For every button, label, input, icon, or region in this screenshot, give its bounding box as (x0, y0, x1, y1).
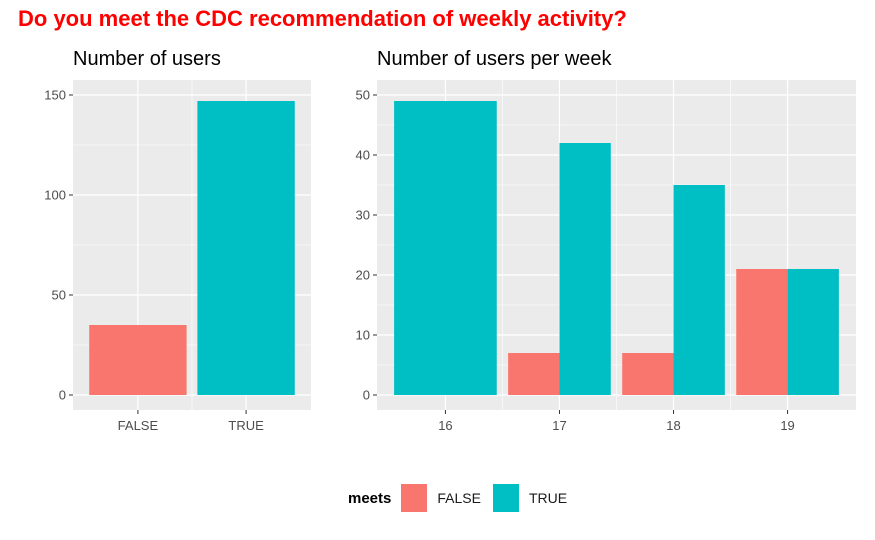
right-chart-y-tick-label: 20 (356, 268, 370, 283)
legend-item-true: TRUE (492, 484, 568, 512)
legend-key-true (492, 484, 519, 512)
left-chart-x-tick-label: TRUE (228, 418, 264, 433)
page-title: Do you meet the CDC recommendation of we… (18, 6, 627, 31)
right-chart-title: Number of users per week (377, 48, 612, 70)
legend-label-true: TRUE (528, 490, 568, 506)
left-chart-bar-false (89, 325, 187, 395)
legend-label-false: FALSE (437, 490, 481, 506)
left-chart-x-tick-label: FALSE (118, 418, 159, 433)
right-chart-bar-week19-false (736, 269, 788, 395)
right-chart-x-tick-label: 19 (780, 418, 794, 433)
right-chart-y-tick-label: 0 (363, 388, 370, 403)
right-chart-y-tick-label: 50 (356, 88, 370, 103)
left-chart-bar-true (197, 101, 295, 395)
legend-item-false: FALSE (401, 484, 481, 512)
right-chart-x-tick-label: 17 (552, 418, 566, 433)
left-chart-title: Number of users (73, 48, 221, 70)
right-chart-bar-week17-false (508, 353, 560, 395)
left-chart-y-tick-label: 150 (44, 88, 66, 103)
right-chart-x-tick-label: 18 (666, 418, 680, 433)
left-chart-y-tick-label: 50 (52, 288, 66, 303)
right-chart-x-tick-label: 16 (438, 418, 452, 433)
right-chart-y-tick-label: 30 (356, 208, 370, 223)
right-chart-bar-week19-true (787, 269, 839, 395)
right-chart-y-tick-label: 40 (356, 148, 370, 163)
right-chart-y-tick-label: 10 (356, 328, 370, 343)
legend-title: meets (348, 489, 392, 507)
right-chart-bar-week18-true (673, 185, 725, 395)
legend-key-false (401, 484, 428, 512)
right-chart-bar-week18-false (622, 353, 674, 395)
right-chart-bar-week17-true (559, 143, 611, 395)
left-chart-y-tick-label: 100 (44, 188, 66, 203)
right-chart-bar-week16-true (394, 101, 497, 395)
legend: meets FALSE TRUE (348, 483, 579, 513)
left-chart-y-tick-label: 0 (59, 388, 66, 403)
